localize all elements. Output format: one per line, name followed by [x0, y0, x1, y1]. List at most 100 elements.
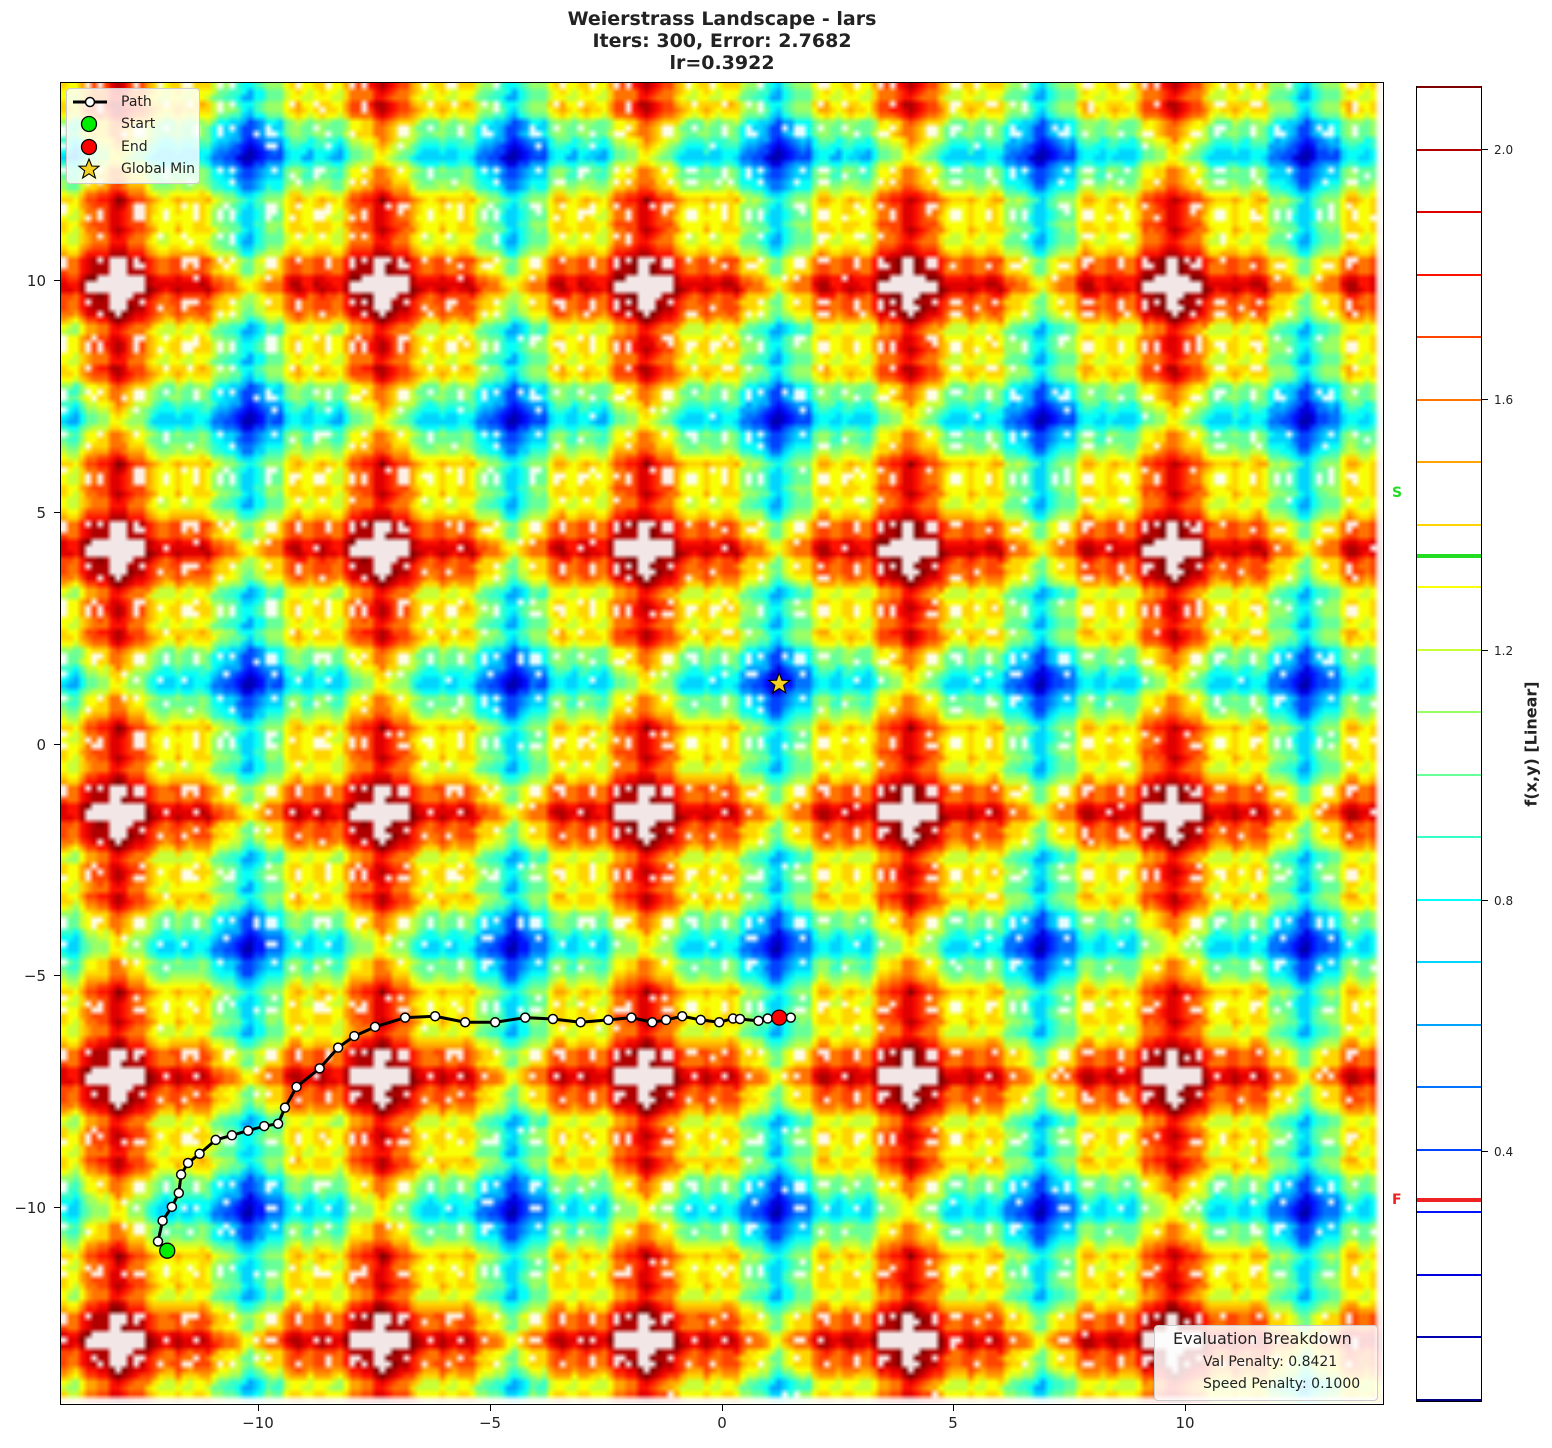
path-point	[459, 1016, 471, 1028]
colorbar-level-line	[1417, 461, 1481, 464]
path-point	[194, 1148, 205, 1160]
y-tick-label: −5	[23, 967, 46, 985]
colorbar-level-line	[1417, 1086, 1481, 1089]
legend-item-end: End	[73, 136, 148, 158]
plot-area	[60, 82, 1384, 1405]
colorbar-level-line	[1417, 148, 1481, 151]
colorbar-level-line	[1417, 898, 1481, 901]
path-point	[173, 1187, 185, 1199]
colorbar-tick	[1482, 650, 1488, 651]
colorbar-tick-label: 2.0	[1494, 143, 1514, 157]
colorbar-tick-label: 0.8	[1494, 894, 1514, 908]
y-tick	[54, 744, 60, 745]
colorbar	[1416, 86, 1482, 1402]
path-point	[626, 1012, 637, 1023]
colorbar-start-marker: S	[1392, 485, 1403, 501]
colorbar-level-line	[1417, 648, 1481, 651]
path-point	[519, 1012, 531, 1023]
path-point	[734, 1013, 746, 1025]
path-point	[762, 1013, 773, 1024]
x-tick-label: −5	[478, 1414, 502, 1432]
x-tick-label: 5	[948, 1414, 958, 1432]
path-point	[676, 1010, 688, 1022]
legend-label-start: Start	[121, 116, 156, 132]
colorbar-tick	[1482, 149, 1488, 150]
colorbar-final-marker: F	[1392, 1192, 1402, 1208]
y-tick	[54, 1207, 60, 1208]
y-tick-label: 0	[36, 736, 46, 754]
legend-item-global-min: Global Min	[73, 158, 195, 180]
colorbar-level-line	[1417, 1211, 1481, 1214]
start-marker	[159, 1242, 176, 1259]
x-tick	[722, 1405, 723, 1411]
path-point	[660, 1014, 672, 1026]
val-penalty: Val Penalty: 0.8421	[1203, 1354, 1338, 1370]
x-tick	[1185, 1405, 1186, 1411]
path-point	[226, 1130, 238, 1141]
legend: Path Start End Global Min	[66, 88, 200, 184]
path-point	[210, 1134, 221, 1146]
colorbar-level-line	[1417, 273, 1481, 276]
colorbar-level-line	[1417, 961, 1481, 964]
colorbar-start-line	[1417, 553, 1481, 558]
end-marker	[771, 1009, 788, 1026]
colorbar-level-line	[1417, 336, 1481, 339]
y-tick-label: 10	[26, 272, 46, 290]
path-point	[753, 1015, 764, 1027]
path-point	[603, 1014, 614, 1026]
colorbar-tick-label: 1.2	[1494, 644, 1514, 658]
path-point	[369, 1021, 381, 1033]
legend-item-path: Path	[73, 91, 152, 113]
path-point	[547, 1013, 559, 1025]
x-tick	[258, 1405, 259, 1411]
path-point	[332, 1042, 344, 1053]
x-tick-label: 0	[717, 1414, 727, 1432]
evaluation-breakdown-box: Evaluation Breakdown Val Penalty: 0.8421…	[1154, 1325, 1378, 1401]
colorbar-final-line	[1417, 1197, 1481, 1202]
path-point	[291, 1081, 302, 1093]
colorbar-level-line	[1417, 211, 1481, 214]
legend-label-global-min: Global Min	[121, 161, 195, 177]
path-line-icon	[73, 96, 107, 108]
start-circle-icon	[80, 115, 98, 133]
path-point	[695, 1014, 706, 1026]
path-point	[258, 1120, 270, 1132]
x-tick-label: 10	[1175, 1414, 1195, 1432]
path-point	[785, 1012, 797, 1023]
colorbar-level-line	[1417, 1399, 1481, 1401]
path-point	[157, 1215, 168, 1226]
title-line-3: lr=0.3922	[669, 52, 775, 74]
x-tick	[490, 1405, 491, 1411]
contour-plot	[61, 83, 1382, 1403]
evaluation-heading: Evaluation Breakdown	[1173, 1329, 1352, 1348]
star-icon	[77, 158, 101, 180]
chart-title: Weierstrass Landscape - lars Iters: 300,…	[0, 8, 1444, 74]
colorbar-level-line	[1417, 1336, 1481, 1339]
colorbar-tick-label: 0.4	[1494, 1145, 1514, 1159]
legend-label-end: End	[121, 139, 148, 155]
colorbar-level-line	[1417, 1273, 1481, 1276]
path-point	[182, 1157, 194, 1169]
path-point	[175, 1169, 187, 1180]
path-point	[489, 1016, 501, 1028]
colorbar-tick	[1482, 399, 1488, 400]
path-point	[152, 1236, 164, 1247]
path-point	[349, 1030, 360, 1042]
colorbar-level-line	[1417, 836, 1481, 839]
path-point	[314, 1063, 325, 1074]
colorbar-tick-label: 1.6	[1494, 393, 1514, 407]
end-circle-icon	[80, 138, 98, 156]
global-min-star	[767, 671, 792, 695]
speed-penalty: Speed Penalty: 0.1000	[1203, 1376, 1361, 1392]
colorbar-level-line	[1417, 86, 1481, 88]
colorbar-tick	[1482, 1151, 1488, 1152]
path-point	[429, 1010, 441, 1022]
path-point	[399, 1012, 411, 1023]
path-point	[713, 1016, 725, 1028]
path-point	[272, 1118, 284, 1130]
path-point	[279, 1102, 291, 1113]
colorbar-label: f(x,y) [Linear]	[1521, 681, 1541, 807]
x-tick-label: −10	[242, 1414, 274, 1432]
colorbar-level-line	[1417, 1148, 1481, 1151]
y-tick-label: −10	[14, 1199, 46, 1217]
